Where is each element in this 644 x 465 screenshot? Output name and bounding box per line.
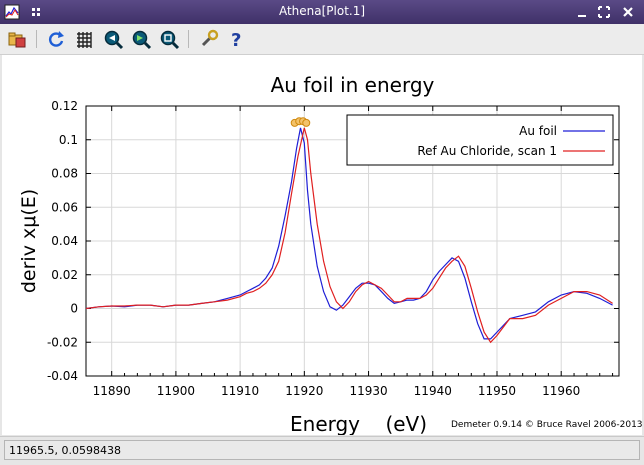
chart-title: Au foil in energy [271, 73, 435, 97]
window-menu-icon[interactable] [28, 4, 44, 20]
svg-text:?: ? [231, 30, 241, 50]
toolbar-separator [36, 30, 37, 48]
zoom-out-icon[interactable] [130, 28, 152, 50]
legend: Au foil Ref Au Chloride, scan 1 [346, 114, 614, 166]
y-tick-label: -0.04 [47, 369, 78, 383]
y-tick-label: 0 [70, 302, 78, 316]
x-tick-label: 11950 [478, 384, 516, 398]
refresh-icon[interactable] [45, 28, 67, 50]
toolbar: ? [0, 24, 644, 55]
open-icon[interactable] [6, 28, 28, 50]
legend-box [346, 114, 614, 166]
status-bar: 11965.5, 0.0598438 [0, 436, 644, 465]
app-icon[interactable] [4, 4, 20, 20]
title-bar: Athena[Plot.1] [0, 0, 644, 24]
x-tick-label: 11910 [221, 384, 259, 398]
x-tick-label: 11890 [93, 384, 131, 398]
x-tick-label: 11920 [285, 384, 323, 398]
peak-markers [290, 117, 311, 127]
x-tick-label: 11960 [542, 384, 580, 398]
legend-label-2: Ref Au Chloride, scan 1 [417, 144, 557, 158]
zoom-in-icon[interactable] [102, 28, 124, 50]
series-group [85, 127, 613, 344]
minimize-icon[interactable] [574, 4, 590, 20]
chart[interactable]: 11890 11900 11910 11920 11930 11940 11950 11960… [2, 55, 643, 436]
y-tick-label: 0.04 [51, 234, 78, 248]
window-title: Athena[Plot.1] [278, 4, 366, 18]
x-tick-label: 11930 [349, 384, 387, 398]
zoom-fit-icon[interactable] [158, 28, 180, 50]
y-tick-label: -0.02 [47, 335, 78, 349]
credit-text: Demeter 0.9.14 © Bruce Ravel 2006-2013 [451, 420, 642, 430]
y-tick-label: 0.06 [51, 200, 78, 214]
x-tick-label: 11900 [157, 384, 195, 398]
maximize-icon[interactable] [596, 4, 612, 20]
help-icon[interactable]: ? [226, 28, 248, 50]
series-line-1 [85, 127, 613, 340]
axis-ticks: 11890 11900 11910 11920 11930 11940 11950 11960… [47, 99, 619, 398]
peak-marker [302, 118, 311, 127]
y-axis-label: deriv xμ(E) [18, 189, 40, 293]
y-tick-label: 0.1 [59, 133, 78, 147]
toolbar-separator [188, 30, 189, 48]
x-tick-label: 11940 [414, 384, 452, 398]
grid-icon[interactable] [73, 28, 95, 50]
close-icon[interactable] [620, 4, 636, 20]
series-line-2 [85, 127, 613, 344]
y-tick-label: 0.12 [51, 99, 78, 113]
x-axis-label: Energy (eV) [290, 412, 427, 435]
plot-canvas[interactable]: 11890 11900 11910 11920 11930 11940 11950 11960… [2, 55, 643, 436]
y-tick-label: 0.08 [51, 167, 78, 181]
y-tick-label: 0.02 [51, 268, 78, 282]
settings-icon[interactable] [198, 28, 220, 50]
legend-label-1: Au foil [519, 124, 557, 138]
cursor-coordinates: 11965.5, 0.0598438 [4, 440, 640, 460]
